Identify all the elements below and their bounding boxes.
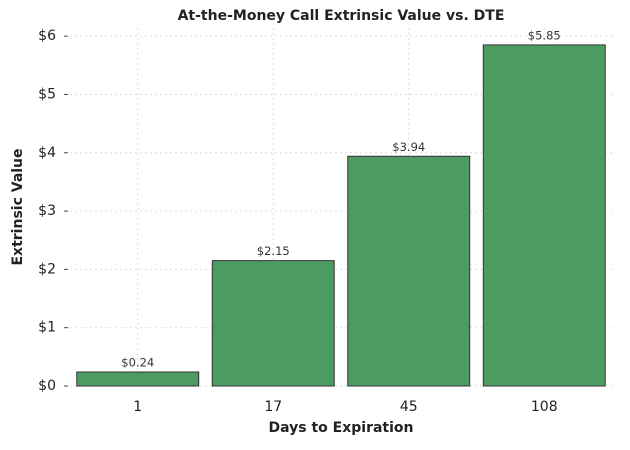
y-axis-label: Extrinsic Value (10, 148, 26, 265)
value-label: $0.24 (121, 356, 154, 370)
bar (211, 260, 335, 387)
value-label: $5.85 (528, 28, 561, 42)
y-tick-label: $3 (38, 203, 56, 219)
y-tick-label: $5 (38, 86, 56, 102)
value-label: $3.94 (392, 140, 425, 154)
chart-title: At-the-Money Call Extrinsic Value vs. DT… (178, 8, 505, 24)
y-tick-label: $6 (38, 28, 56, 44)
x-tick-label: 1 (133, 399, 142, 415)
value-label: $2.15 (257, 244, 290, 258)
y-tick-label: $0 (38, 378, 56, 394)
x-tick-label: 17 (264, 399, 282, 415)
bar (482, 44, 606, 387)
y-tick-label: $2 (38, 261, 56, 277)
bar (347, 155, 471, 387)
y-tick-label: $4 (38, 145, 56, 161)
x-tick-label: 45 (400, 399, 418, 415)
bar (76, 371, 200, 387)
x-tick-label: 108 (531, 399, 558, 415)
y-tick-label: $1 (38, 320, 56, 336)
x-axis-label: Days to Expiration (269, 420, 414, 436)
